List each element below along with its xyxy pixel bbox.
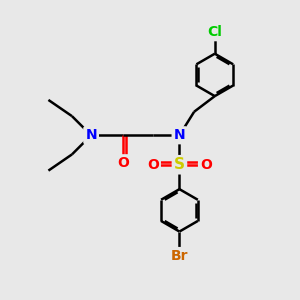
Text: O: O <box>147 158 159 172</box>
Text: Cl: Cl <box>207 25 222 39</box>
Text: O: O <box>200 158 212 172</box>
Text: N: N <box>174 128 185 142</box>
Text: Br: Br <box>171 249 188 263</box>
Text: N: N <box>85 128 97 142</box>
Text: O: O <box>118 156 129 170</box>
Text: S: S <box>174 157 185 172</box>
